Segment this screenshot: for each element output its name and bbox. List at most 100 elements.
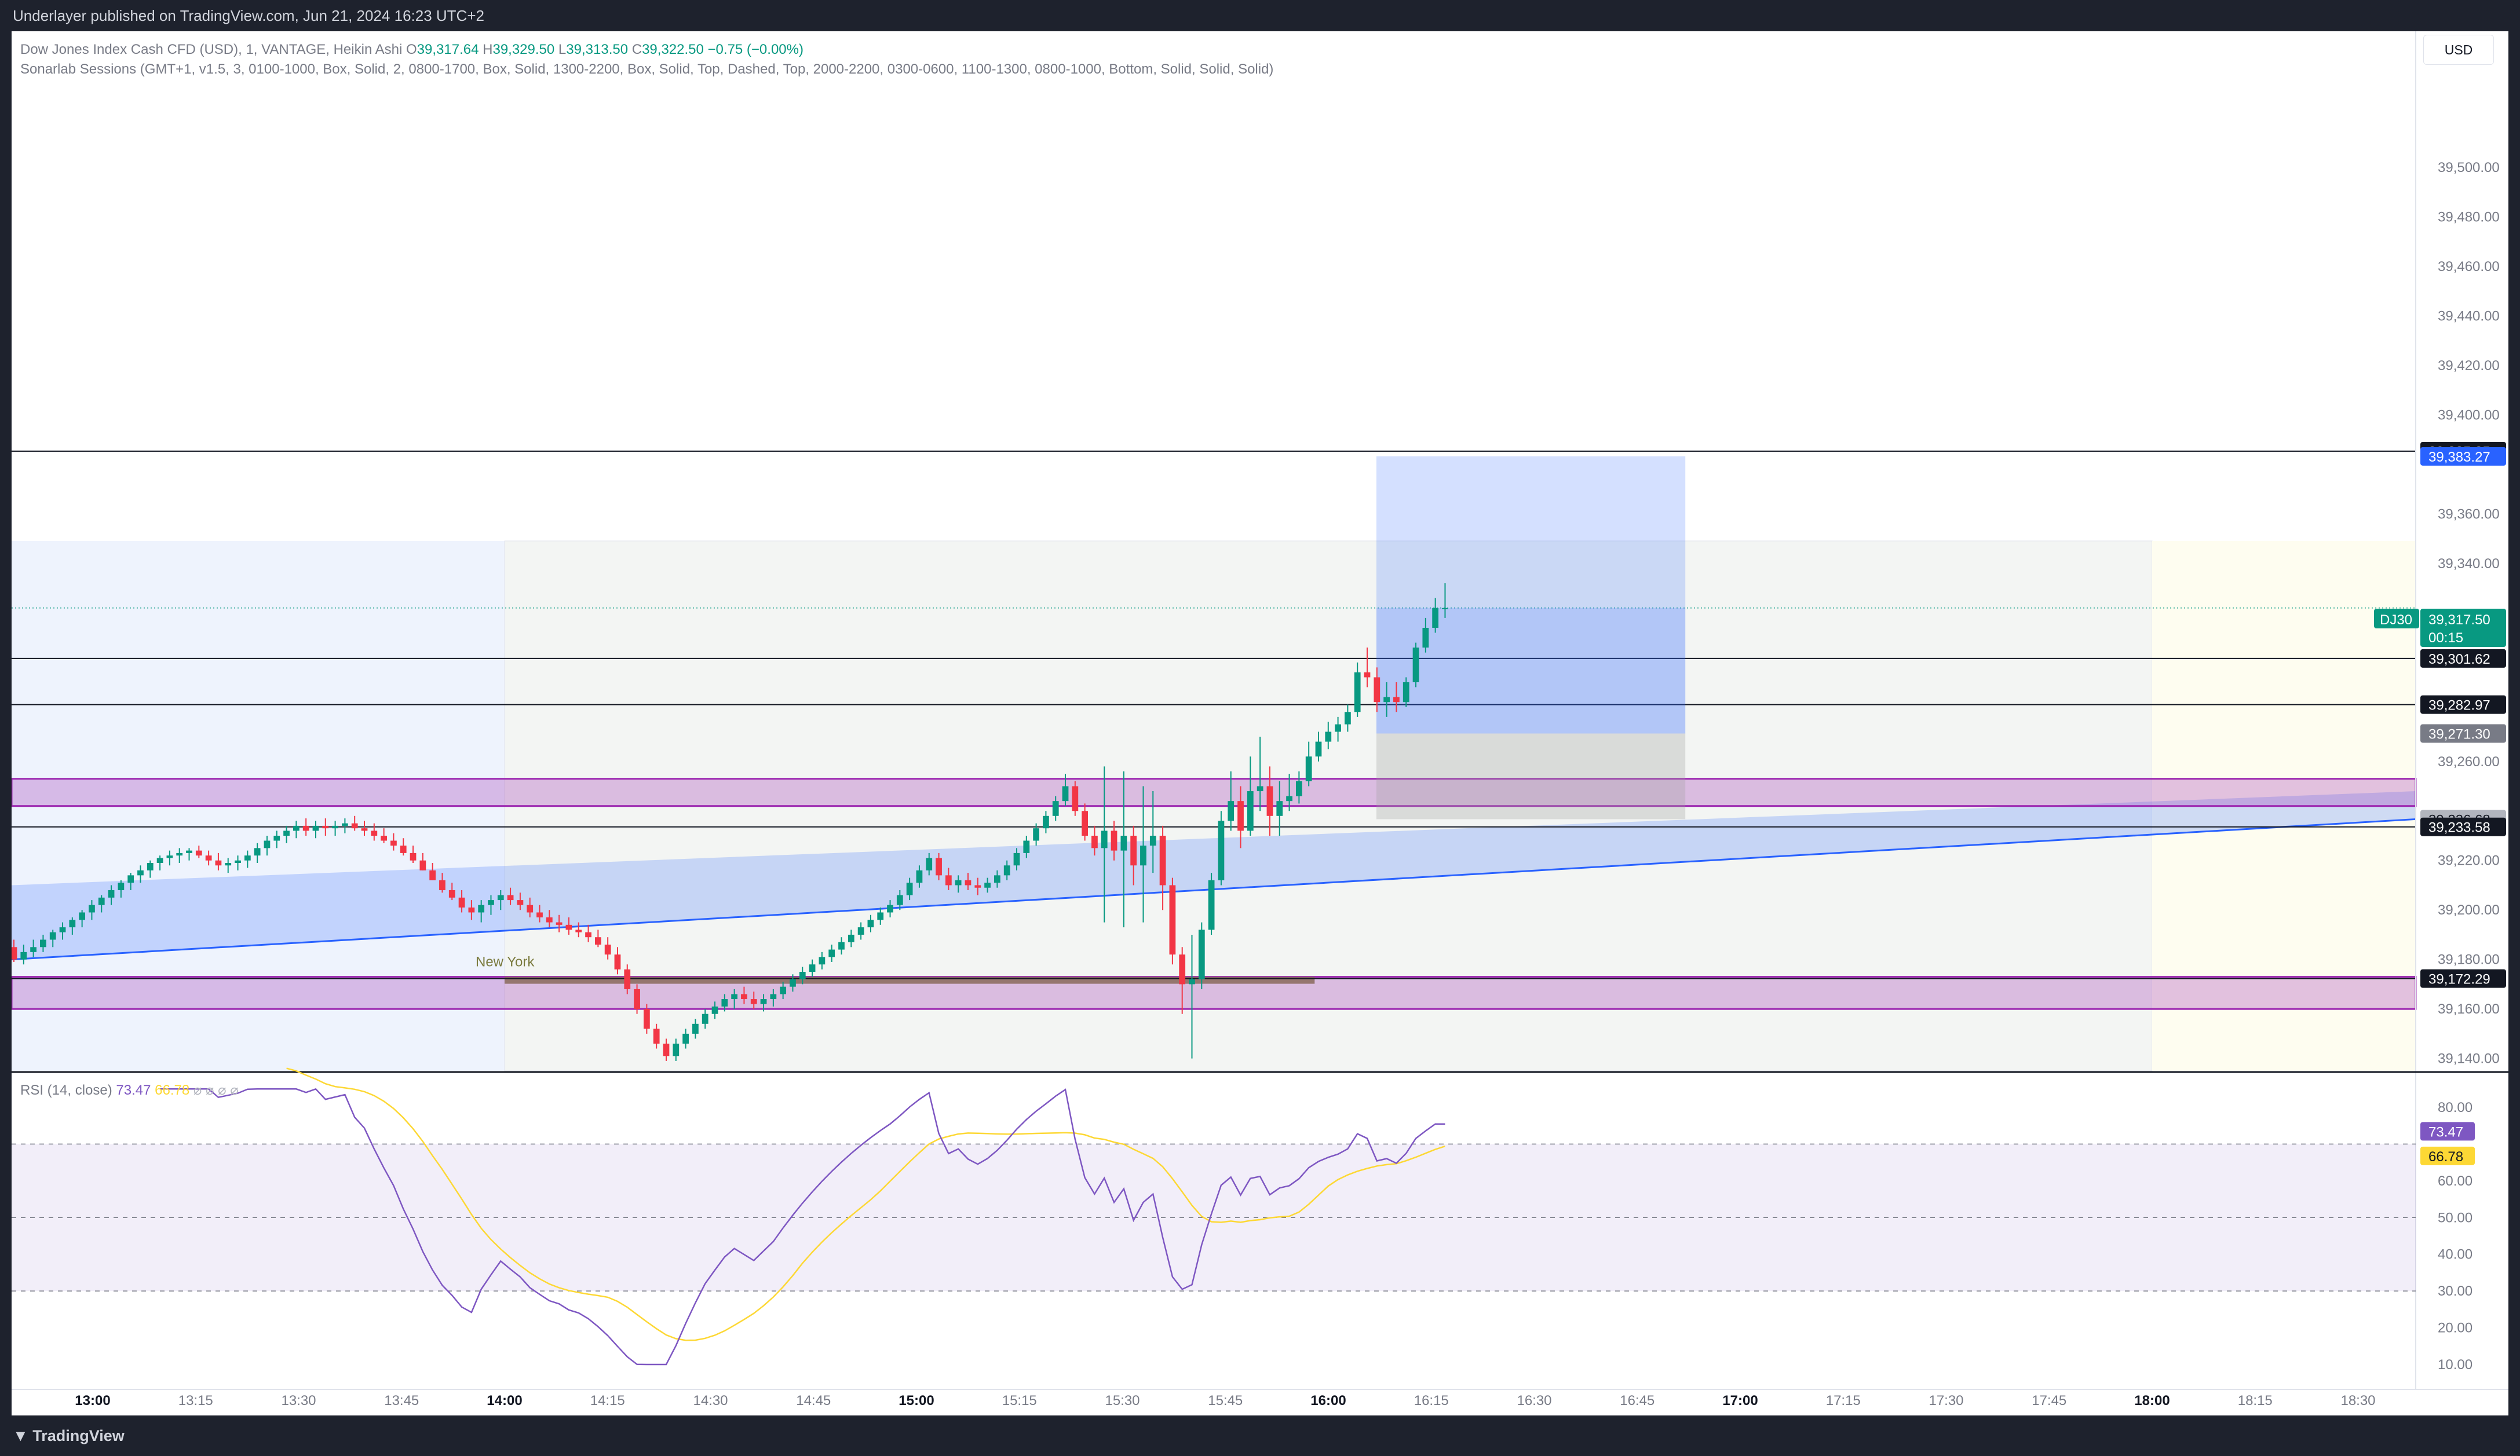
rsi-legend[interactable]: RSI (14, close) 73.47 66.78 ⌀ ⌀ ⌀ ⌀: [20, 1082, 239, 1099]
candle-body: [79, 912, 86, 920]
price-label-text: 39,172.29: [2428, 972, 2490, 987]
candle-body: [624, 969, 631, 989]
candle-body: [682, 1033, 689, 1044]
candle-body: [1432, 608, 1439, 628]
candle-body: [439, 880, 445, 891]
close-value: 39,322.50: [642, 42, 704, 57]
rsi-tick-label: 30.00: [2438, 1283, 2472, 1299]
candle-body: [809, 964, 816, 972]
candle-body: [293, 825, 300, 831]
time-tick-label: 14:00: [487, 1393, 522, 1409]
time-tick-label: 18:00: [2134, 1393, 2170, 1409]
tv-logo-icon: ▼: [13, 1427, 28, 1444]
candle-body: [20, 952, 27, 960]
candle-body: [215, 860, 222, 866]
candle-body: [1169, 885, 1176, 955]
time-tick-label: 16:00: [1310, 1393, 1346, 1409]
time-tick-label: 13:45: [384, 1393, 419, 1409]
candle-body: [867, 920, 874, 928]
candle-body: [770, 994, 777, 1000]
rsi-title: RSI (14, close): [20, 1082, 112, 1098]
candle-body: [1257, 786, 1263, 792]
price-label-bg: [2420, 724, 2506, 743]
chart-svg[interactable]: New York 39,500.00 39,480.00 39,460.00 39,44…: [12, 31, 2508, 1415]
indicator-title: Sonarlab Sessions (GMT+1, v1.5, 3, 0100-…: [20, 61, 1274, 77]
candle-body: [225, 863, 232, 866]
candle-body: [1383, 697, 1390, 703]
candle-body: [98, 897, 105, 905]
rsi-value-bg: [2420, 1122, 2475, 1141]
rsi-tick-label: 60.00: [2438, 1173, 2472, 1189]
candle-body: [390, 840, 397, 846]
rsi-tick-label: 40.00: [2438, 1247, 2472, 1263]
candle-body: [1364, 672, 1371, 678]
candle-body: [614, 954, 621, 970]
price-label-bg: [2420, 447, 2506, 466]
time-tick-label: 16:15: [1414, 1393, 1449, 1409]
candle-body: [955, 880, 962, 886]
candle-body: [458, 897, 465, 908]
candle-body: [575, 930, 582, 932]
price-tick-label: 39,440.00: [2438, 308, 2500, 324]
candle-body: [108, 890, 115, 898]
candle-body: [536, 912, 543, 918]
candle-body: [235, 860, 241, 863]
position-stop-zone: [1376, 733, 1686, 820]
price-tick-label: 39,460.00: [2438, 259, 2500, 275]
candle-body: [381, 835, 387, 841]
tradingview-logo: ▼ TradingView: [13, 1427, 125, 1444]
low-value: 39,313.50: [566, 42, 629, 57]
candle-body: [40, 939, 46, 948]
price-tick-label: 39,500.00: [2438, 160, 2500, 175]
time-tick-label: 16:45: [1620, 1393, 1655, 1409]
candle-body: [517, 900, 524, 905]
candle-body: [653, 1029, 660, 1044]
indicator-legend[interactable]: Sonarlab Sessions (GMT+1, v1.5, 3, 0100-…: [20, 61, 1273, 78]
candle-body: [1003, 865, 1010, 876]
candle-body: [936, 858, 942, 876]
candle-body: [1091, 835, 1098, 848]
symbol-legend[interactable]: Dow Jones Index Cash CFD (USD), 1, VANTA…: [20, 42, 804, 57]
candle-body: [565, 924, 572, 930]
candle-body: [974, 885, 981, 888]
candle-body: [1295, 781, 1302, 796]
candle-body: [1412, 647, 1419, 683]
candle-body: [994, 875, 1000, 883]
candle-body: [59, 927, 66, 932]
time-tick-label: 17:30: [1929, 1393, 1963, 1409]
candle-body: [1149, 835, 1156, 846]
candle-body: [1033, 828, 1039, 841]
candle-body: [643, 1009, 650, 1029]
price-tick-label: 39,160.00: [2438, 1001, 2500, 1017]
candle-body: [604, 945, 611, 955]
candle-body: [147, 863, 154, 870]
candle-body: [556, 922, 563, 925]
candle-body: [1052, 801, 1059, 816]
time-tick-label: 18:30: [2340, 1393, 2375, 1409]
candle-body: [1111, 831, 1117, 851]
candle-body: [857, 927, 864, 935]
candle-body: [848, 934, 854, 942]
candle-body: [371, 831, 378, 836]
rsi-value-text: 73.47: [2428, 1124, 2463, 1140]
price-label-bg: [2420, 649, 2506, 668]
currency-button[interactable]: USD: [2423, 35, 2494, 65]
time-tick-label: 14:45: [796, 1393, 831, 1409]
last-price-bg: [2420, 609, 2506, 647]
price-label-bg: [2420, 695, 2506, 714]
candle-body: [585, 932, 591, 938]
candle-body: [1403, 682, 1409, 703]
position-profit-zone: [1376, 456, 1686, 608]
candle-body: [244, 855, 251, 861]
candle-body: [711, 1006, 718, 1014]
candle-body: [1218, 821, 1225, 880]
candle-body: [507, 895, 514, 901]
candle-body: [1345, 712, 1351, 725]
candle-body: [790, 979, 796, 987]
chart-area[interactable]: New York 39,500.00 39,480.00 39,460.00 39,44…: [12, 31, 2508, 1415]
candle-body: [1159, 835, 1166, 886]
candle-body: [750, 999, 757, 1004]
candle-body: [488, 900, 494, 905]
candle-body: [448, 890, 455, 898]
candle-body: [166, 855, 173, 858]
